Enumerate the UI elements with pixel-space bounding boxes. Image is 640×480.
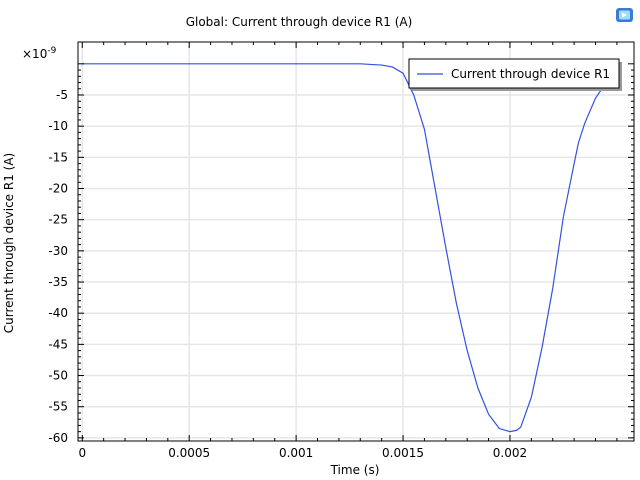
y-tick-label: -35 bbox=[48, 275, 68, 289]
y-tick-label: -25 bbox=[48, 213, 68, 227]
x-tick-label: 0 bbox=[78, 446, 86, 460]
y-tick-label: -5 bbox=[56, 88, 68, 102]
y-tick-label: -20 bbox=[48, 182, 68, 196]
y-tick-label: -45 bbox=[48, 337, 68, 351]
series-layer bbox=[82, 63, 609, 433]
y-axis-label: Current through device R1 (A) bbox=[2, 153, 16, 333]
axes bbox=[77, 41, 635, 442]
legend-label: Current through device R1 bbox=[451, 67, 610, 81]
y-tick-label: -40 bbox=[48, 306, 68, 320]
x-tick-label: 0.0005 bbox=[168, 446, 210, 460]
legend-box bbox=[408, 58, 620, 89]
app-logo-icon bbox=[616, 8, 633, 22]
x-tick-label: 0.001 bbox=[279, 446, 313, 460]
chart-title: Global: Current through device R1 (A) bbox=[186, 15, 413, 29]
y-tick-label: -55 bbox=[48, 400, 68, 414]
y-tick-label: -60 bbox=[48, 431, 68, 445]
grid bbox=[78, 42, 634, 441]
y-tick-label: -15 bbox=[48, 150, 68, 164]
y-exponent-power: -9 bbox=[47, 46, 56, 56]
y-exponent-label: ×10-9 bbox=[22, 46, 57, 61]
y-tick-label: -50 bbox=[48, 369, 68, 383]
y-tick-label: -10 bbox=[48, 119, 68, 133]
legend: Current through device R1 bbox=[408, 58, 622, 91]
y-tick-label: -30 bbox=[48, 244, 68, 258]
x-axis-label: Time (s) bbox=[330, 463, 380, 477]
x-tick-label: 0.002 bbox=[493, 446, 527, 460]
y-exponent-base: ×10 bbox=[22, 47, 47, 61]
x-tick-label: 0.0015 bbox=[382, 446, 424, 460]
series-line-0 bbox=[82, 63, 609, 433]
tick-labels: 0 0.0005 0.001 0.0015 0.002 -5 -10 -15 -20 -25 -30… bbox=[48, 88, 527, 460]
plot-frame bbox=[77, 41, 635, 442]
